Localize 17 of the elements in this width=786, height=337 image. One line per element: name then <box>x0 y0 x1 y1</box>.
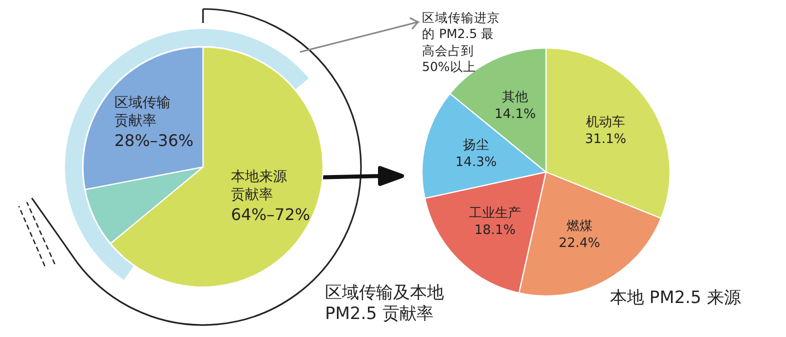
data-label: 22.4% <box>558 236 602 252</box>
slice-label: 区域传输贡献率 <box>114 94 172 130</box>
text: 区域传输进京的 PM2.5 最高会占到50%以上 <box>422 10 500 75</box>
text: 本地 PM2.5 来源 <box>610 288 742 310</box>
slice-label: 燃煤 <box>565 218 594 236</box>
slice-label: 其他 <box>501 90 530 107</box>
data-label: 18.1% <box>473 222 517 240</box>
slice-label: 工业生产 <box>468 206 522 223</box>
slice-label: 机动车 <box>585 114 626 132</box>
data-label: 64%–72% <box>230 204 312 226</box>
text: 区域传输及本地 PM2.5 贡献率 <box>325 283 445 326</box>
data-label: 28%–36% <box>114 130 194 152</box>
slice-label: 扬尘 <box>462 138 490 156</box>
data-label: 31.1% <box>584 132 628 149</box>
slice-label: 本地来源贡献率 <box>230 168 288 204</box>
data-label: 14.1% <box>494 106 537 124</box>
data-label: 14.3% <box>454 155 498 172</box>
